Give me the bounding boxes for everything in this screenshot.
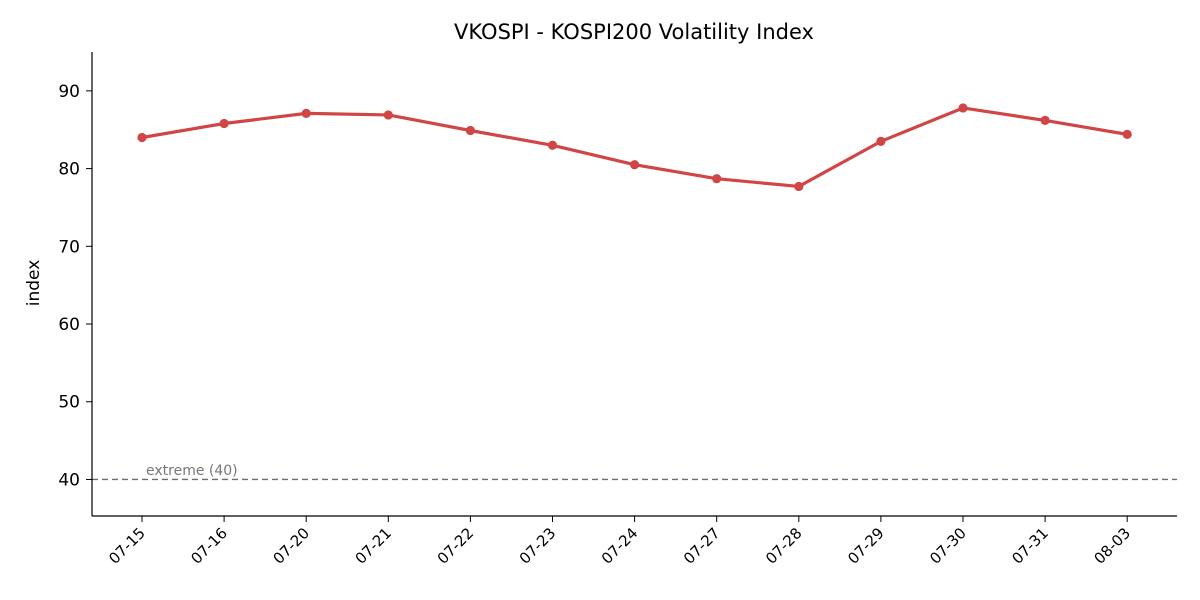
x-tick-label: 08-03 — [1090, 524, 1134, 568]
axes — [91, 52, 1177, 517]
x-tick-label: 07-24 — [598, 524, 642, 568]
x-tick-label: 07-23 — [516, 524, 560, 568]
x-tick-label: 07-22 — [434, 524, 478, 568]
y-tick-label: 70 — [58, 237, 80, 257]
data-point — [794, 181, 804, 192]
data-point — [465, 125, 475, 136]
y-tick-label: 40 — [58, 470, 80, 490]
x-tick-label: 07-28 — [762, 524, 806, 568]
data-point — [137, 132, 147, 143]
data-point — [547, 140, 558, 150]
data-point — [1122, 129, 1132, 139]
y-tick-label: 50 — [58, 393, 80, 413]
data-point — [383, 110, 393, 120]
data-point — [630, 160, 640, 170]
data-point — [219, 118, 229, 129]
x-tick-label: 07-15 — [105, 524, 149, 568]
data-point — [1040, 115, 1050, 125]
y-axis-label: index — [24, 260, 44, 307]
reference-line-label: extreme (40) — [146, 463, 238, 479]
data-point — [958, 103, 968, 113]
data-point — [876, 136, 886, 146]
y-tick-label: 60 — [58, 315, 80, 335]
data-point — [301, 108, 311, 119]
x-tick-label: 07-16 — [187, 524, 231, 568]
y-tick-label: 80 — [58, 160, 80, 180]
chart-title: VKOSPI - KOSPI200 Volatility Index — [454, 20, 814, 44]
series-group — [137, 103, 1132, 192]
x-tick-label: 07-21 — [352, 524, 396, 568]
series-line — [140, 106, 1129, 189]
x-tick-label: 07-30 — [926, 524, 970, 568]
x-tick-label: 07-20 — [269, 524, 313, 568]
y-tick-label: 90 — [58, 82, 80, 102]
x-tick-label: 07-29 — [844, 524, 888, 568]
data-point — [712, 174, 722, 184]
x-tick-label: 07-31 — [1008, 524, 1052, 568]
x-tick-label: 07-27 — [680, 524, 724, 568]
